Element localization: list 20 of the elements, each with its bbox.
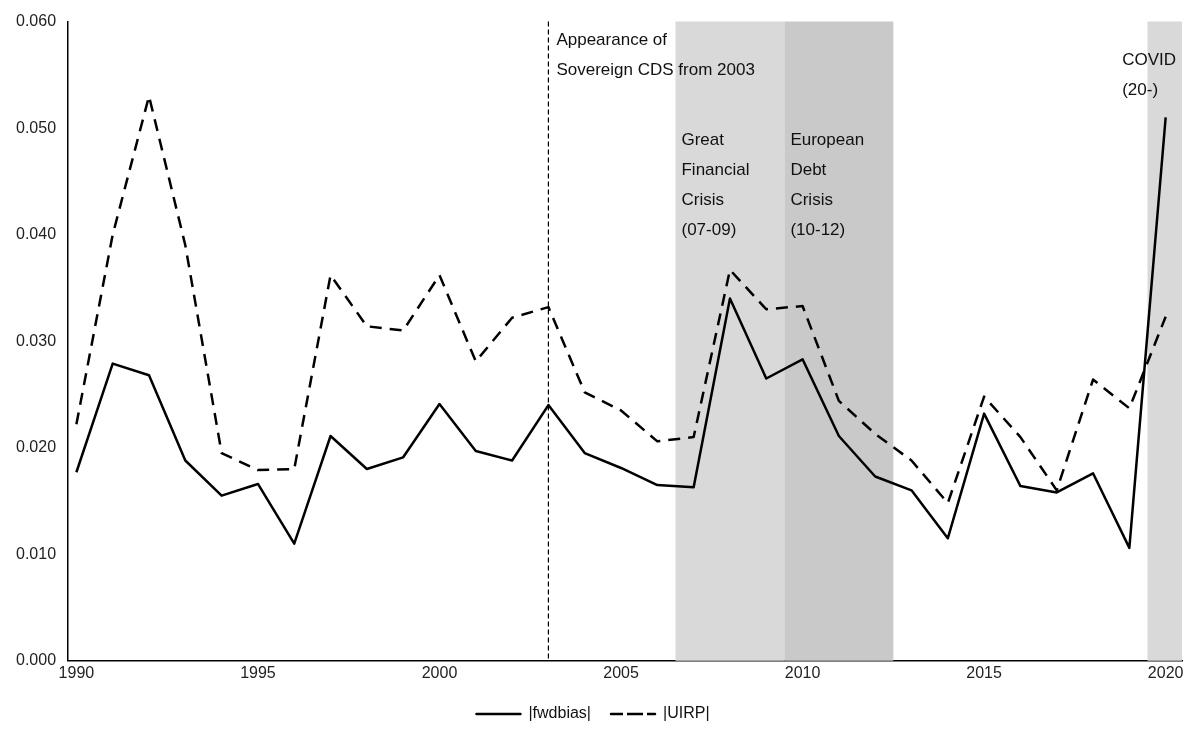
ref-line-label: Appearance of Sovereign CDS from 2003 (556, 29, 755, 79)
y-tick-label: 0.060 (15, 12, 57, 30)
band-label: European Debt Crisis (10-12) (790, 129, 865, 239)
x-tick-label: 2005 (603, 663, 639, 681)
x-tick-label: 1990 (58, 663, 95, 681)
y-tick-label: 0.030 (15, 331, 57, 349)
y-tick-label: 0.050 (15, 118, 57, 136)
legend-label: |fwdbias| (528, 704, 592, 722)
x-tick-label: 2020 (1147, 663, 1184, 681)
y-tick-label: 0.040 (15, 225, 57, 243)
band-label: Great Financial Crisis (07-09) (681, 129, 750, 239)
legend-label: |UIRP| (663, 704, 710, 722)
band-label: COVID (20-) (1122, 49, 1176, 99)
x-tick-label: 2010 (784, 663, 821, 681)
y-tick-label: 0.020 (15, 438, 57, 456)
x-tick-label: 2015 (966, 663, 1003, 681)
y-tick-label: 0.000 (15, 651, 57, 669)
x-tick-label: 1995 (240, 663, 276, 681)
y-tick-label: 0.010 (15, 544, 57, 562)
x-tick-label: 2000 (421, 663, 458, 681)
